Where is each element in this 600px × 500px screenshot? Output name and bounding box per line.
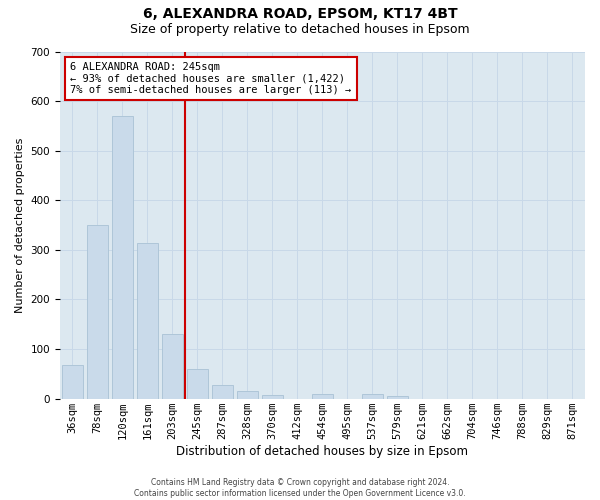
Bar — [162, 334, 183, 398]
Bar — [187, 369, 208, 398]
Bar — [362, 394, 383, 398]
Text: Size of property relative to detached houses in Epsom: Size of property relative to detached ho… — [130, 22, 470, 36]
Text: 6, ALEXANDRA ROAD, EPSOM, KT17 4BT: 6, ALEXANDRA ROAD, EPSOM, KT17 4BT — [143, 8, 457, 22]
Bar — [62, 365, 83, 398]
Bar — [112, 116, 133, 399]
Bar — [137, 244, 158, 398]
Text: 6 ALEXANDRA ROAD: 245sqm
← 93% of detached houses are smaller (1,422)
7% of semi: 6 ALEXANDRA ROAD: 245sqm ← 93% of detach… — [70, 62, 352, 95]
Bar — [212, 386, 233, 398]
Bar — [312, 394, 333, 398]
Bar — [387, 396, 408, 398]
X-axis label: Distribution of detached houses by size in Epsom: Distribution of detached houses by size … — [176, 444, 469, 458]
Bar — [262, 394, 283, 398]
Text: Contains HM Land Registry data © Crown copyright and database right 2024.
Contai: Contains HM Land Registry data © Crown c… — [134, 478, 466, 498]
Bar — [237, 391, 258, 398]
Bar — [87, 225, 108, 398]
Y-axis label: Number of detached properties: Number of detached properties — [15, 138, 25, 313]
